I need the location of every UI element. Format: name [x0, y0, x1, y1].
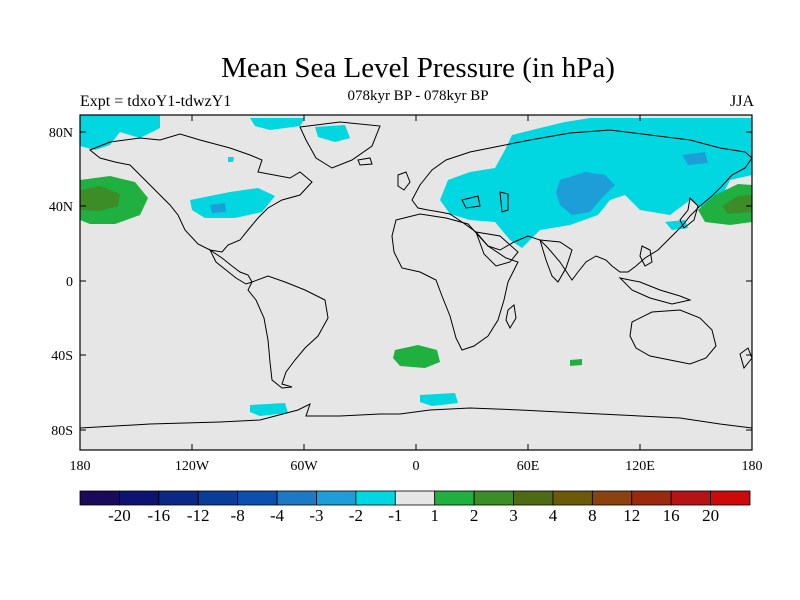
colorbar-label: -2 [348, 506, 363, 525]
colorbar-label: -4 [269, 506, 285, 525]
colorbar-label: 20 [702, 506, 720, 525]
colorbar-label: 3 [509, 506, 518, 525]
colorbar-label: 4 [548, 506, 558, 525]
lon-tick-label: 180 [70, 459, 91, 474]
map-title: Mean Sea Level Pressure (in hPa) [221, 52, 615, 84]
lon-tick-label: 180 [742, 459, 763, 474]
colorbar-label: -1 [388, 506, 403, 525]
colorbar-swatch [631, 490, 672, 506]
colorbar-label: -3 [309, 506, 324, 525]
colorbar-label: -20 [108, 506, 131, 525]
colorbar-swatch [316, 490, 357, 506]
colorbar-label: -8 [230, 506, 245, 525]
lat-tick-label: 40N [49, 200, 73, 215]
colorbar-label: 8 [588, 506, 597, 525]
colorbar-swatch [237, 490, 278, 506]
colorbar-label: -12 [186, 506, 210, 525]
anomaly-strong-negative-regions [210, 152, 708, 215]
coastlines [80, 121, 752, 429]
longitude-ticks: 180 120W 60W 0 60E 120E 180 [70, 115, 763, 474]
colorbar-swatch [197, 490, 239, 506]
colorbar-swatch [710, 490, 751, 506]
colorbar [79, 490, 751, 506]
colorbar-swatch [355, 490, 396, 506]
lat-tick-label: 80N [49, 126, 73, 141]
colorbar-swatch [473, 490, 514, 506]
colorbar-label: 16 [662, 506, 680, 525]
colorbar-label: 12 [623, 506, 641, 525]
colorbar-swatch [434, 490, 475, 506]
colorbar-swatch [276, 490, 317, 506]
lon-tick-label: 120E [625, 459, 655, 474]
colorbar-swatch [79, 490, 120, 506]
colorbar-swatch [513, 490, 554, 506]
lat-tick-label: 40S [51, 349, 73, 364]
colorbar-label: -16 [147, 506, 171, 525]
experiment-label: Expt = tdxoY1-tdwzY1 [80, 93, 232, 110]
colorbar-swatch [552, 490, 593, 506]
lat-tick-label: 0 [66, 275, 73, 290]
season-label: JJA [729, 93, 754, 110]
anomaly-strong-positive-regions [80, 186, 752, 214]
colorbar-swatch [591, 490, 633, 506]
latitude-ticks: 80N 40N 0 40S 80S [49, 126, 752, 439]
colorbar-swatch [158, 490, 199, 506]
colorbar-swatch [394, 490, 436, 506]
colorbar-swatch [670, 490, 711, 506]
lon-tick-label: 0 [413, 459, 420, 474]
lon-tick-label: 60W [290, 459, 318, 474]
colorbar-label: 2 [469, 506, 479, 525]
lon-tick-label: 120W [175, 459, 210, 474]
lat-tick-label: 80S [51, 424, 73, 439]
colorbar-label: 1 [430, 506, 439, 525]
colorbar-swatch [119, 490, 160, 506]
map-subtitle: 078kyr BP - 078kyr BP [347, 88, 489, 104]
lon-tick-label: 60E [517, 459, 540, 474]
